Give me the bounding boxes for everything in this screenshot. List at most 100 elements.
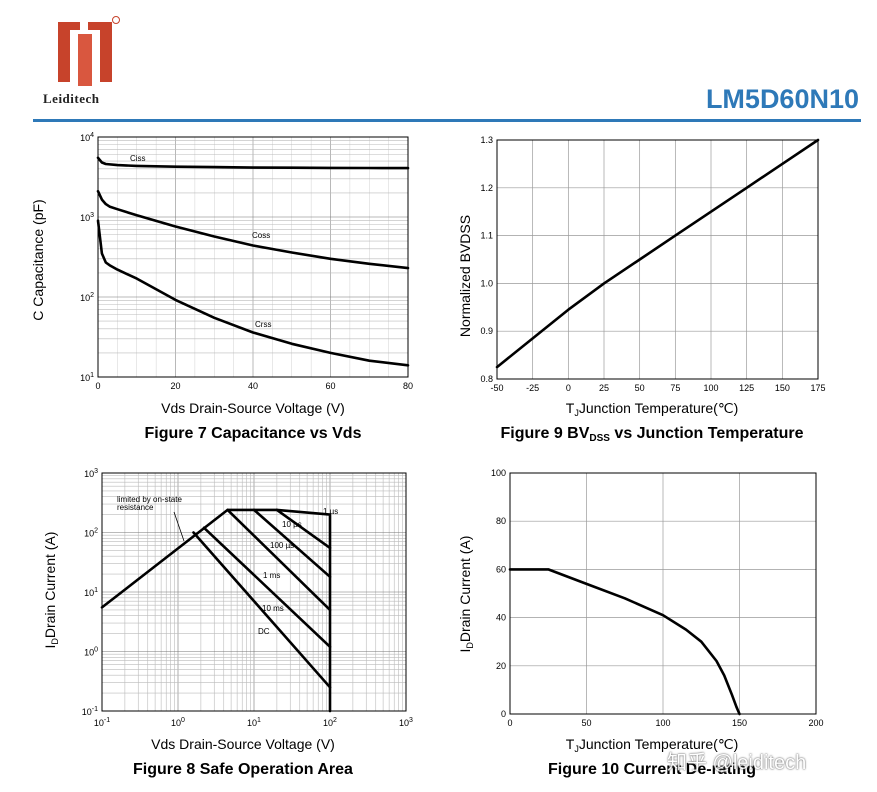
fig9-xtick-label: 75 bbox=[670, 383, 680, 393]
fig8-xtick-label: 103 bbox=[399, 717, 413, 728]
fig9-title-sub: DSS bbox=[589, 433, 610, 444]
fig7-ytick-label: 103 bbox=[80, 212, 94, 223]
fig7-frame bbox=[97, 136, 409, 378]
fig8-ytick-label: 102 bbox=[84, 528, 98, 539]
fig8-xtick-label: 102 bbox=[323, 717, 337, 728]
fig8-frame bbox=[101, 472, 407, 712]
fig7-grid bbox=[97, 137, 409, 378]
fig10-xlabel-prefix: T bbox=[566, 736, 575, 752]
leiditech-logo bbox=[58, 16, 120, 86]
fig10-xtick-label: 150 bbox=[732, 718, 747, 728]
header-divider bbox=[33, 119, 861, 122]
fig10-xtick-label: 50 bbox=[581, 718, 591, 728]
fig7-xtick-label: 20 bbox=[170, 381, 180, 391]
fig10-ytick-label: 0 bbox=[501, 709, 506, 719]
fig9-title-head: Figure 9 BV bbox=[501, 425, 590, 442]
fig10-ytick-label: 100 bbox=[491, 468, 506, 478]
fig9-xtick-label: 0 bbox=[566, 383, 571, 393]
fig9-xtick-label: 100 bbox=[703, 383, 718, 393]
fig10-frame bbox=[509, 472, 817, 715]
fig8-ticks: 10-1 100 101 102 103 10-1 100 101 102 103 bbox=[82, 468, 413, 728]
fig8-annotation-1ms: 1 ms bbox=[263, 571, 280, 580]
fig8-ylabel-text: Drain Current (A) bbox=[42, 532, 58, 639]
fig8-series-line-5 bbox=[192, 531, 332, 689]
fig8-annotation-dc: DC bbox=[258, 627, 270, 636]
fig7-series-line-2 bbox=[96, 219, 410, 367]
fig9-ytick-label: 1.2 bbox=[480, 183, 493, 193]
fig9-xtick-label: 175 bbox=[810, 383, 825, 393]
fig8-series-line-4 bbox=[202, 526, 332, 649]
fig9-ytick-label: 1.3 bbox=[480, 135, 493, 145]
fig7-xlabel: Vds Drain-Source Voltage (V) bbox=[161, 400, 345, 416]
fig9-xtick-label: 150 bbox=[775, 383, 790, 393]
fig8-annotation-1us: 1 µs bbox=[323, 507, 338, 516]
fig9-ytick-label: 0.9 bbox=[480, 326, 493, 336]
fig7-xtick-label: 40 bbox=[248, 381, 258, 391]
fig9-ytick-label: 1.1 bbox=[480, 231, 493, 241]
fig7-xtick-label: 0 bbox=[95, 381, 100, 391]
fig10-series bbox=[508, 568, 741, 716]
fig10-ylabel-text: Drain Current (A) bbox=[457, 536, 473, 643]
fig8-limit-pointer bbox=[173, 511, 185, 542]
fig10-ytick-label: 80 bbox=[496, 516, 506, 526]
fig7-annotation-ciss: Ciss bbox=[130, 154, 146, 163]
fig10-title: Figure 10 Current De-rating bbox=[548, 761, 756, 778]
fig9-xlabel-sub: J bbox=[574, 408, 579, 418]
watermark: 知乎 @leiditech bbox=[667, 752, 807, 774]
fig7-xtick-label: 60 bbox=[325, 381, 335, 391]
fig10-xtick-label: 200 bbox=[808, 718, 823, 728]
fig10-ylabel: IDDrain Current (A) bbox=[457, 536, 475, 653]
fig7-ytick-label: 101 bbox=[80, 372, 94, 383]
fig9-ytick-label: 1.0 bbox=[480, 278, 493, 288]
fig9-xlabel-text: Junction Temperature(℃) bbox=[579, 400, 738, 416]
fig8-xtick-label: 101 bbox=[247, 717, 261, 728]
fig8-ytick-label: 103 bbox=[84, 468, 98, 479]
fig9-ylabel: Normalized BVDSS bbox=[457, 215, 473, 337]
fig7-annotation-coss: Coss bbox=[252, 231, 270, 240]
fig9-xlabel: TJJunction Temperature(℃) bbox=[566, 400, 738, 418]
fig8-series bbox=[100, 508, 332, 713]
fig7-ytick-label: 102 bbox=[80, 292, 94, 303]
fig10-ytick-label: 60 bbox=[496, 564, 506, 574]
fig9-title-tail: vs Junction Temperature bbox=[610, 425, 804, 442]
fig7-series-line-0 bbox=[96, 156, 410, 170]
fig7-title: Figure 7 Capacitance vs Vds bbox=[145, 425, 362, 442]
fig9-xlabel-prefix: T bbox=[566, 400, 575, 416]
fig10-grid bbox=[509, 472, 817, 715]
fig7-series bbox=[96, 156, 410, 367]
fig9-title: Figure 9 BVDSS vs Junction Temperature bbox=[501, 425, 804, 444]
fig8-annotation-10us: 10 µs bbox=[282, 520, 302, 529]
fig8-title: Figure 8 Safe Operation Area bbox=[133, 761, 353, 778]
fig10-ylabel-sub: D bbox=[465, 642, 475, 649]
fig8-xlabel: Vds Drain-Source Voltage (V) bbox=[151, 736, 335, 752]
fig8-series-line-3 bbox=[226, 508, 332, 612]
fig10-series-line-0 bbox=[508, 568, 741, 716]
fig8-ylabel-sub: D bbox=[50, 638, 60, 645]
fig8-series-line-1 bbox=[275, 508, 332, 550]
fig7-ylabel: C Capacitance (pF) bbox=[30, 199, 46, 320]
fig9-xtick-label: -50 bbox=[490, 383, 503, 393]
fig7-series-line-1 bbox=[96, 189, 410, 270]
fig9-xtick-label: 50 bbox=[635, 383, 645, 393]
fig9-ytick-label: 0.8 bbox=[480, 374, 493, 384]
fig8-annotation-100us: 100 µs bbox=[270, 541, 294, 550]
part-number: LM5D60N10 bbox=[705, 84, 859, 114]
fig8-ytick-label: 100 bbox=[84, 647, 98, 658]
fig7-xtick-label: 80 bbox=[403, 381, 413, 391]
fig9-ticks: -50 -25 0 25 50 75 100 125 150 175 0.8 0.9 1.0 1.1 1.2… bbox=[480, 135, 825, 393]
fig7-ticks: 0 20 40 60 80 101 102 103 104 bbox=[80, 132, 413, 391]
fig8-ytick-label: 101 bbox=[84, 587, 98, 598]
fig7-ytick-label: 104 bbox=[80, 132, 94, 143]
fig7-annotation-crss: Crss bbox=[255, 320, 271, 329]
fig9-series bbox=[495, 138, 820, 369]
fig9-xtick-label: 25 bbox=[599, 383, 609, 393]
fig10-ticks: 0 50 100 150 200 0 20 40 60 80 100 bbox=[491, 468, 824, 728]
fig9-xtick-label: -25 bbox=[526, 383, 539, 393]
fig10-ytick-label: 20 bbox=[496, 661, 506, 671]
fig8-xtick-label: 100 bbox=[171, 717, 185, 728]
brand-name: Leiditech bbox=[43, 91, 100, 106]
fig10-xtick-label: 0 bbox=[507, 718, 512, 728]
